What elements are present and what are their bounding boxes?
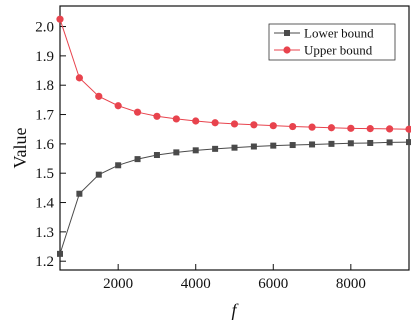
- x-tick-label: 4000: [181, 276, 211, 292]
- data-point: [192, 147, 199, 154]
- legend-marker: [284, 30, 290, 36]
- data-point: [269, 122, 277, 130]
- data-point: [133, 108, 142, 116]
- data-point: [347, 140, 354, 147]
- data-point: [347, 124, 355, 132]
- data-point: [250, 143, 257, 150]
- legend-label: Lower bound: [304, 26, 374, 41]
- data-point: [289, 122, 297, 131]
- y-tick-label: 1.2: [35, 254, 54, 270]
- data-point: [192, 117, 200, 125]
- y-tick-label: 1.6: [35, 137, 54, 153]
- data-point: [134, 156, 141, 163]
- data-point: [153, 152, 160, 159]
- data-point: [115, 162, 122, 169]
- data-point: [406, 139, 411, 146]
- data-point: [366, 125, 374, 133]
- y-tick-label: 1.5: [35, 166, 54, 182]
- series-lower-bound: [57, 139, 411, 257]
- y-tick-label: 1.9: [35, 49, 54, 65]
- data-point: [95, 171, 102, 178]
- data-point: [230, 120, 239, 128]
- data-point: [172, 115, 180, 123]
- data-point: [211, 119, 219, 127]
- x-tick-label: 8000: [336, 276, 366, 292]
- x-tick-label: 2000: [103, 276, 133, 292]
- legend-marker: [283, 46, 291, 54]
- data-point: [328, 140, 335, 147]
- x-tick-label: 6000: [258, 276, 288, 292]
- data-point: [76, 190, 83, 197]
- legend-label: Upper bound: [304, 43, 373, 58]
- x-axis-ticks: 2000 4000 6000 8000: [103, 264, 366, 292]
- y-axis-ticks: 1.2 1.3 1.4 1.5 1.6 1.7 1.8 1.9 2.0: [35, 20, 66, 270]
- data-point: [95, 92, 103, 100]
- y-tick-label: 2.0: [35, 20, 54, 36]
- legend: Lower bound Upper bound: [268, 23, 396, 61]
- data-point: [212, 145, 219, 152]
- data-point: [75, 74, 83, 82]
- data-point: [308, 123, 316, 131]
- data-point: [386, 125, 394, 133]
- data-point: [367, 139, 374, 146]
- y-tick-label: 1.3: [35, 225, 54, 241]
- data-point: [309, 141, 316, 148]
- data-point: [231, 144, 238, 151]
- data-point: [250, 121, 258, 129]
- data-point: [57, 250, 63, 257]
- y-tick-label: 1.4: [35, 196, 54, 212]
- data-point: [114, 102, 122, 110]
- series-upper-bound: [56, 15, 411, 133]
- y-tick-label: 1.7: [35, 108, 54, 124]
- data-point: [386, 139, 393, 146]
- y-axis-title: Value: [10, 127, 30, 168]
- legend-items: Lower bound Upper bound: [274, 26, 374, 58]
- series-layer: [56, 15, 411, 257]
- data-point: [173, 149, 180, 156]
- data-point: [56, 15, 64, 23]
- data-point: [405, 125, 411, 133]
- data-point: [153, 112, 161, 120]
- x-axis-title: f: [231, 300, 239, 320]
- data-point: [327, 124, 336, 132]
- data-point: [270, 142, 277, 149]
- data-point: [289, 142, 296, 149]
- y-tick-label: 1.8: [35, 78, 54, 94]
